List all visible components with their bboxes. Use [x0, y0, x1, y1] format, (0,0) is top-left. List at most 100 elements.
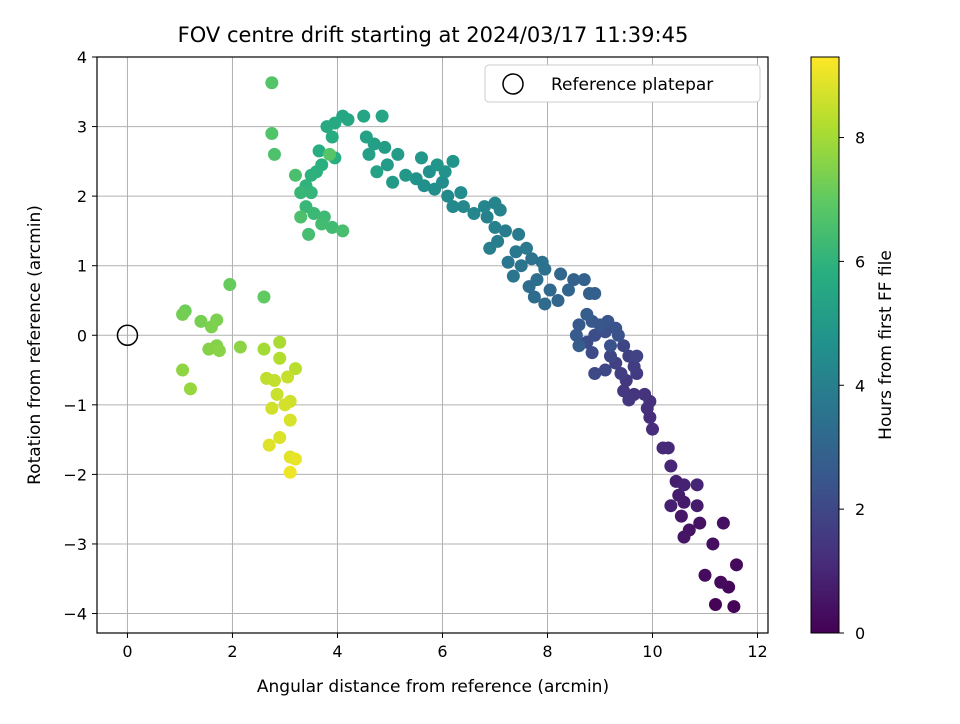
reference-marker [116, 324, 139, 347]
data-point [582, 287, 596, 301]
legend-box [484, 64, 761, 103]
data-point [543, 283, 557, 297]
data-point [273, 431, 287, 445]
data-point [577, 273, 591, 287]
y-tick-label: 4 [77, 48, 87, 67]
data-point [223, 277, 237, 291]
data-point [538, 297, 552, 311]
data-point [727, 600, 741, 614]
data-point [265, 401, 279, 415]
data-point [304, 186, 318, 200]
y-tick-label: 2 [77, 187, 87, 206]
data-point [664, 459, 678, 473]
data-point [617, 384, 631, 398]
data-point [414, 151, 428, 165]
data-point [430, 158, 444, 172]
data-point [375, 109, 389, 123]
data-point [325, 130, 339, 144]
x-axis-label: Angular distance from reference (arcmin) [257, 677, 609, 697]
data-point [454, 186, 468, 200]
data-point [323, 147, 337, 161]
data-point [677, 478, 691, 492]
data-point [674, 509, 688, 523]
data-point [580, 307, 594, 321]
y-tick-label: 1 [77, 257, 87, 276]
data-point [672, 488, 686, 502]
data-point [716, 516, 730, 530]
data-point [362, 147, 376, 161]
data-point [265, 127, 279, 141]
reference-point [116, 324, 139, 347]
data-point [488, 220, 502, 234]
y-tick-label: −4 [63, 605, 87, 624]
x-tick-label: 10 [642, 642, 662, 661]
data-point [281, 370, 295, 384]
data-point [267, 373, 281, 387]
data-point [283, 413, 297, 427]
data-point [257, 290, 271, 304]
data-point [183, 382, 197, 396]
data-point [512, 227, 526, 241]
data-point [380, 158, 394, 172]
x-tick-label: 0 [122, 642, 132, 661]
data-point [359, 130, 373, 144]
data-point [467, 207, 481, 221]
data-point [428, 182, 442, 196]
y-tick-label: 3 [77, 118, 87, 137]
data-point [278, 398, 292, 412]
data-point [307, 207, 321, 221]
colorbar-tick-label: 6 [855, 252, 865, 271]
y-tick-label: 0 [77, 326, 87, 345]
data-point [480, 210, 494, 224]
data-point [498, 224, 512, 238]
data-point [212, 344, 226, 358]
data-point [567, 273, 581, 287]
x-tick-label: 8 [542, 642, 552, 661]
data-point [530, 273, 544, 287]
data-point [638, 387, 652, 401]
data-point [509, 245, 523, 259]
data-point [588, 367, 602, 381]
data-point [572, 339, 586, 353]
colorbar-tick-label: 8 [855, 129, 865, 148]
data-point [257, 342, 271, 356]
data-point [336, 224, 350, 238]
data-point [585, 346, 599, 360]
data-point [627, 360, 641, 374]
data-point [690, 499, 704, 513]
data-point [551, 293, 565, 307]
y-tick-label: −1 [63, 396, 87, 415]
data-point [572, 318, 586, 332]
data-point [262, 438, 276, 452]
data-point [729, 558, 743, 572]
data-point [519, 241, 533, 255]
data-point [176, 363, 190, 377]
data-point [409, 172, 423, 186]
colorbar-ticks: 0 2 4 6 8 [839, 129, 865, 643]
colorbar: 0 2 4 6 8 Hours from first FF file [810, 56, 896, 643]
data-point [603, 349, 617, 363]
y-tick-label: −2 [63, 465, 87, 484]
data-point [656, 441, 670, 455]
data-point [176, 307, 190, 321]
data-point [202, 342, 216, 356]
data-point [561, 283, 575, 297]
data-point [378, 140, 392, 154]
data-point [588, 328, 602, 342]
data-point [477, 200, 491, 214]
data-point [204, 320, 218, 334]
data-point [525, 252, 539, 266]
data-point [391, 147, 405, 161]
chart-title: FOV centre drift starting at 2024/03/17 … [178, 23, 689, 47]
data-point [598, 363, 612, 377]
data-point [315, 217, 329, 231]
data-points [176, 76, 743, 614]
data-point [370, 165, 384, 179]
data-point [617, 339, 631, 353]
data-point [527, 290, 541, 304]
data-point [603, 339, 617, 353]
data-point [273, 335, 287, 349]
colorbar-tick-label: 2 [855, 500, 865, 519]
data-point [630, 349, 644, 363]
